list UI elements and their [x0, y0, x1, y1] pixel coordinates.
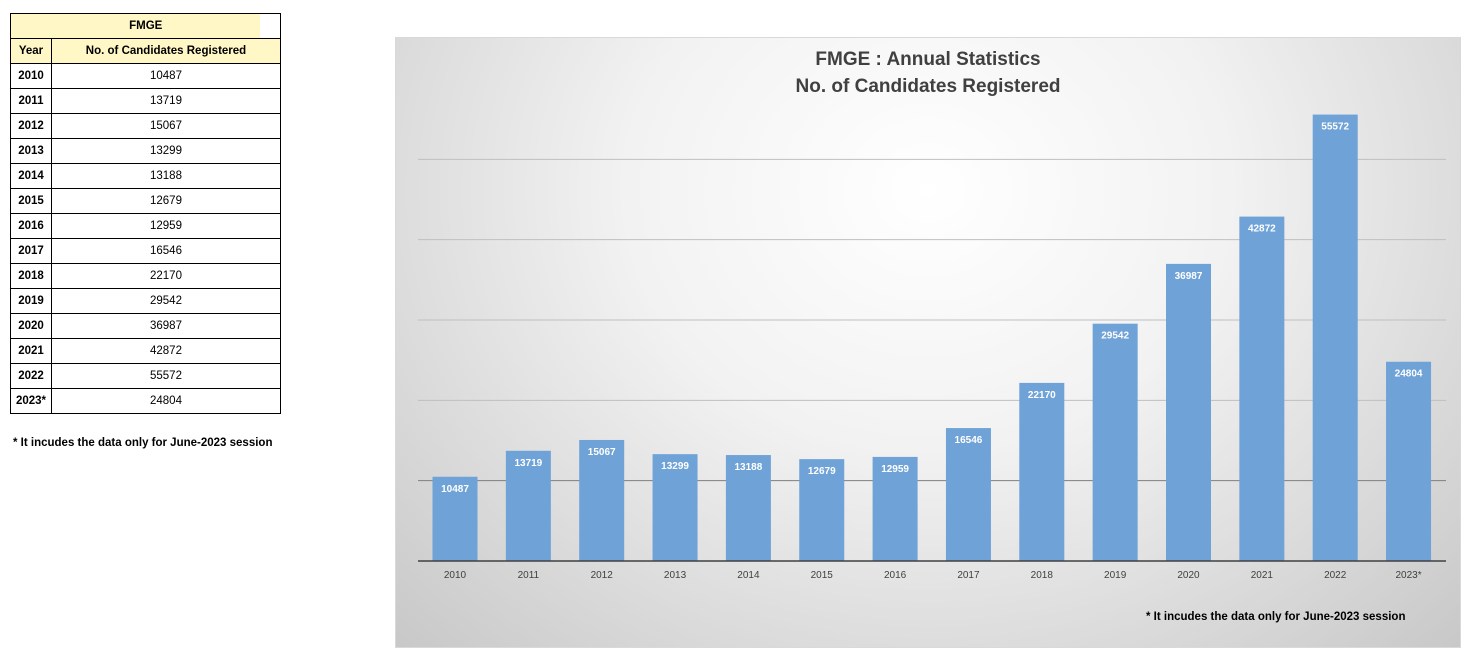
row-value: 29542	[51, 288, 281, 314]
row-year: 2010	[10, 63, 52, 89]
row-value: 13188	[51, 163, 281, 189]
table-footnote: * It incudes the data only for June-2023…	[13, 437, 273, 449]
data-label: 13299	[661, 461, 689, 472]
table-title: FMGE	[31, 13, 261, 39]
row-year: 2016	[10, 213, 52, 239]
row-year: 2017	[10, 238, 52, 264]
bar	[799, 459, 845, 561]
table-row: 2023* 24804	[10, 388, 281, 414]
bar	[432, 476, 478, 561]
bar	[1239, 216, 1285, 561]
chart-footnote: * It incudes the data only for June-2023…	[1146, 611, 1406, 623]
data-label: 13719	[514, 458, 542, 469]
value-column-header: No. of Candidates Registered	[51, 38, 281, 64]
candidates-table: FMGE Year No. of Candidates Registered 2…	[10, 13, 281, 414]
data-label: 36987	[1175, 271, 1203, 282]
x-tick-label: 2012	[591, 570, 614, 581]
data-label: 15067	[588, 447, 616, 458]
table-row: 2020 36987	[10, 313, 281, 339]
row-year: 2023*	[10, 388, 52, 414]
bar	[1312, 114, 1358, 562]
bar	[1019, 382, 1065, 561]
bar	[579, 439, 625, 561]
x-tick-label: 2023*	[1395, 570, 1421, 581]
data-label: 29542	[1101, 331, 1129, 342]
x-tick-label: 2016	[884, 570, 907, 581]
table-row: 2014 13188	[10, 163, 281, 189]
x-tick-label: 2011	[518, 570, 540, 581]
bar-chart: FMGE : Annual Statistics No. of Candidat…	[395, 37, 1461, 648]
row-value: 16546	[51, 238, 281, 264]
chart-subtitle: No. of Candidates Registered	[795, 76, 1061, 97]
data-label: 42872	[1248, 224, 1276, 235]
x-tick-label: 2017	[957, 570, 980, 581]
bar	[725, 455, 771, 561]
row-year: 2018	[10, 263, 52, 289]
table-row: 2011 13719	[10, 88, 281, 114]
data-label: 55572	[1321, 122, 1349, 133]
row-year: 2022	[10, 363, 52, 389]
data-label: 13188	[734, 462, 762, 473]
x-tick-label: 2013	[664, 570, 687, 581]
x-tick-label: 2022	[1324, 570, 1347, 581]
bar	[1166, 263, 1211, 561]
table-row: 2022 55572	[10, 363, 281, 389]
row-value: 22170	[51, 263, 281, 289]
row-value: 55572	[51, 363, 281, 389]
bar	[652, 454, 698, 561]
bar	[945, 428, 991, 561]
x-tick-label: 2014	[737, 570, 760, 581]
data-label: 24804	[1395, 369, 1423, 380]
table-row: 2021 42872	[10, 338, 281, 364]
table-body: 2010 10487 2011 13719 2012 15067 2013 13299 2014…	[10, 63, 281, 414]
row-value: 12679	[51, 188, 281, 214]
table-row: 2017 16546	[10, 238, 281, 264]
row-year: 2013	[10, 138, 52, 164]
table-row: 2012 15067	[10, 113, 281, 139]
table-row: 2018 22170	[10, 263, 281, 289]
table-row: 2016 12959	[10, 213, 281, 239]
row-year: 2015	[10, 188, 52, 214]
row-year: 2014	[10, 163, 52, 189]
table-row: 2019 29542	[10, 288, 281, 314]
row-year: 2011	[10, 88, 52, 114]
row-year: 2012	[10, 113, 52, 139]
row-year: 2020	[10, 313, 52, 339]
data-label: 10487	[441, 484, 469, 495]
row-value: 10487	[51, 63, 281, 89]
row-value: 42872	[51, 338, 281, 364]
table-row: 2015 12679	[10, 188, 281, 214]
row-year: 2021	[10, 338, 52, 364]
row-value: 36987	[51, 313, 281, 339]
chart-title: FMGE : Annual Statistics	[815, 49, 1041, 70]
bar	[872, 456, 918, 561]
chart-plot: 10487 2010 13719 2011 15067 2012 13299 2013 1318…	[418, 114, 1446, 581]
data-label: 16546	[955, 435, 983, 446]
x-tick-label: 2020	[1177, 570, 1200, 581]
bar	[1386, 361, 1432, 561]
data-label: 12679	[808, 466, 836, 477]
bar	[1092, 323, 1138, 561]
bar	[505, 450, 551, 561]
table-row: 2010 10487	[10, 63, 281, 89]
row-year: 2019	[10, 288, 52, 314]
row-value: 12959	[51, 213, 281, 239]
x-tick-label: 2018	[1031, 570, 1054, 581]
x-tick-label: 2019	[1104, 570, 1127, 581]
x-tick-label: 2021	[1251, 570, 1274, 581]
row-value: 24804	[51, 388, 281, 414]
data-label: 22170	[1028, 390, 1056, 401]
table-row: 2013 13299	[10, 138, 281, 164]
x-tick-label: 2015	[811, 570, 834, 581]
x-tick-label: 2010	[444, 570, 467, 581]
year-column-header: Year	[10, 38, 52, 64]
row-value: 13719	[51, 88, 281, 114]
data-label: 12959	[881, 464, 909, 475]
row-value: 13299	[51, 138, 281, 164]
row-value: 15067	[51, 113, 281, 139]
